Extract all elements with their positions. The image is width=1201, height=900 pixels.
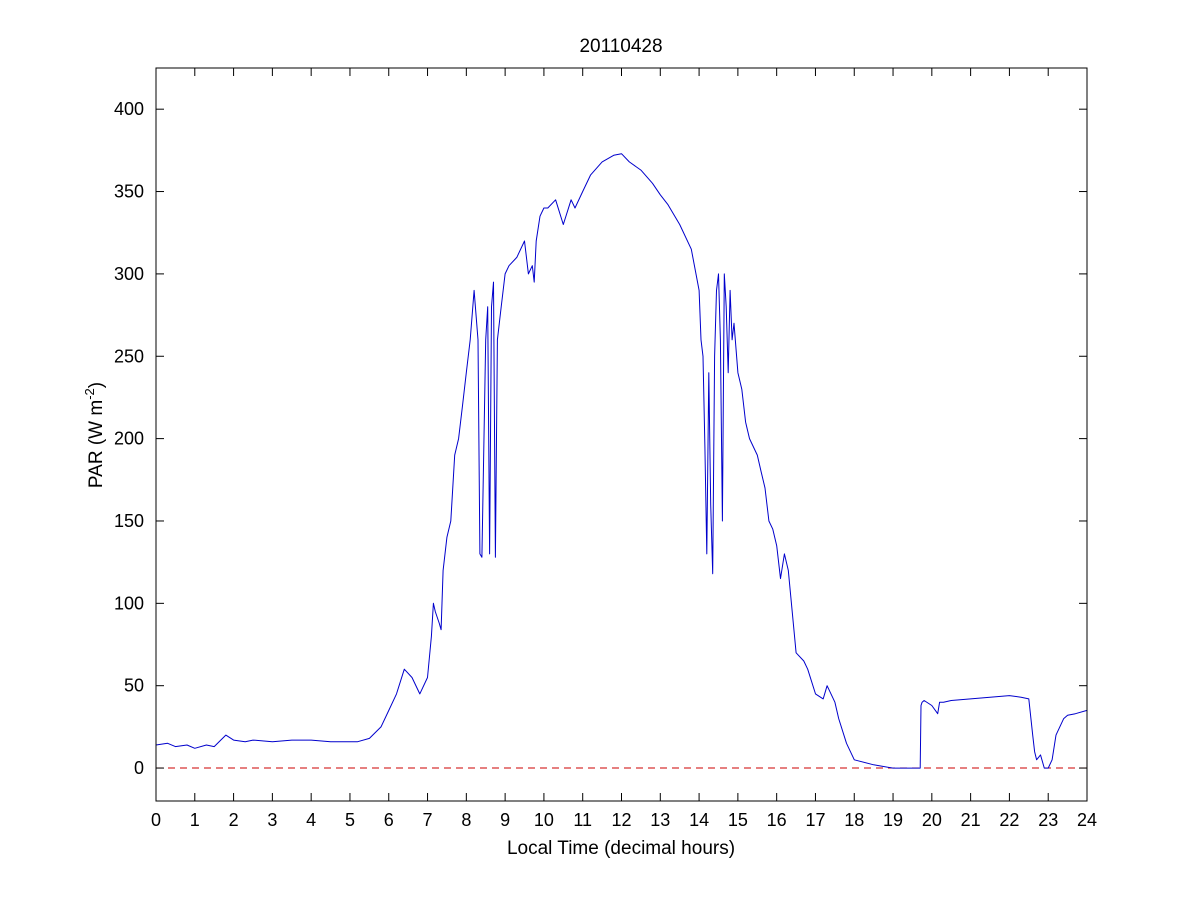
y-axis-label-close: ) [86, 382, 107, 388]
x-tick-label: 22 [999, 810, 1019, 830]
y-tick-label: 100 [114, 593, 144, 613]
y-tick-label: 0 [134, 758, 144, 778]
x-tick-label: 1 [190, 810, 200, 830]
x-tick-label: 14 [689, 810, 709, 830]
y-axis-label-main: PAR (W m [86, 400, 107, 488]
y-axis-label: PAR (W m-2) [82, 382, 107, 488]
x-tick-label: 20 [922, 810, 942, 830]
y-tick-label: 50 [124, 676, 144, 696]
x-tick-label: 21 [961, 810, 981, 830]
x-tick-label: 24 [1077, 810, 1097, 830]
y-tick-label: 250 [114, 346, 144, 366]
y-tick-label: 350 [114, 182, 144, 202]
x-tick-label: 18 [844, 810, 864, 830]
par-series-line [155, 153, 1088, 769]
y-tick-label: 300 [114, 264, 144, 284]
x-tick-label: 4 [306, 810, 316, 830]
x-tick-label: 5 [345, 810, 355, 830]
x-tick-label: 6 [384, 810, 394, 830]
y-tick-label: 400 [114, 99, 144, 119]
x-tick-label: 2 [229, 810, 239, 830]
x-tick-label: 11 [573, 810, 592, 830]
plot-area-frame [155, 67, 1088, 802]
x-tick-label: 15 [728, 810, 748, 830]
y-tick-label: 200 [114, 429, 144, 449]
y-axis-label-superscript: -2 [82, 388, 97, 400]
x-tick-label: 19 [883, 810, 903, 830]
x-axis-label: Local Time (decimal hours) [507, 838, 735, 859]
y-tick-label: 150 [114, 511, 144, 531]
x-tick-label: 17 [805, 810, 825, 830]
x-tick-label: 23 [1038, 810, 1058, 830]
x-tick-label: 0 [151, 810, 161, 830]
x-tick-label: 16 [767, 810, 787, 830]
x-tick-label: 12 [611, 810, 631, 830]
x-tick-label: 9 [500, 810, 510, 830]
x-tick-label: 8 [461, 810, 471, 830]
x-tick-label: 7 [423, 810, 433, 830]
x-tick-label: 3 [267, 810, 277, 830]
x-tick-label: 13 [650, 810, 670, 830]
x-tick-label: 10 [534, 810, 554, 830]
chart-title: 20110428 [579, 36, 662, 57]
